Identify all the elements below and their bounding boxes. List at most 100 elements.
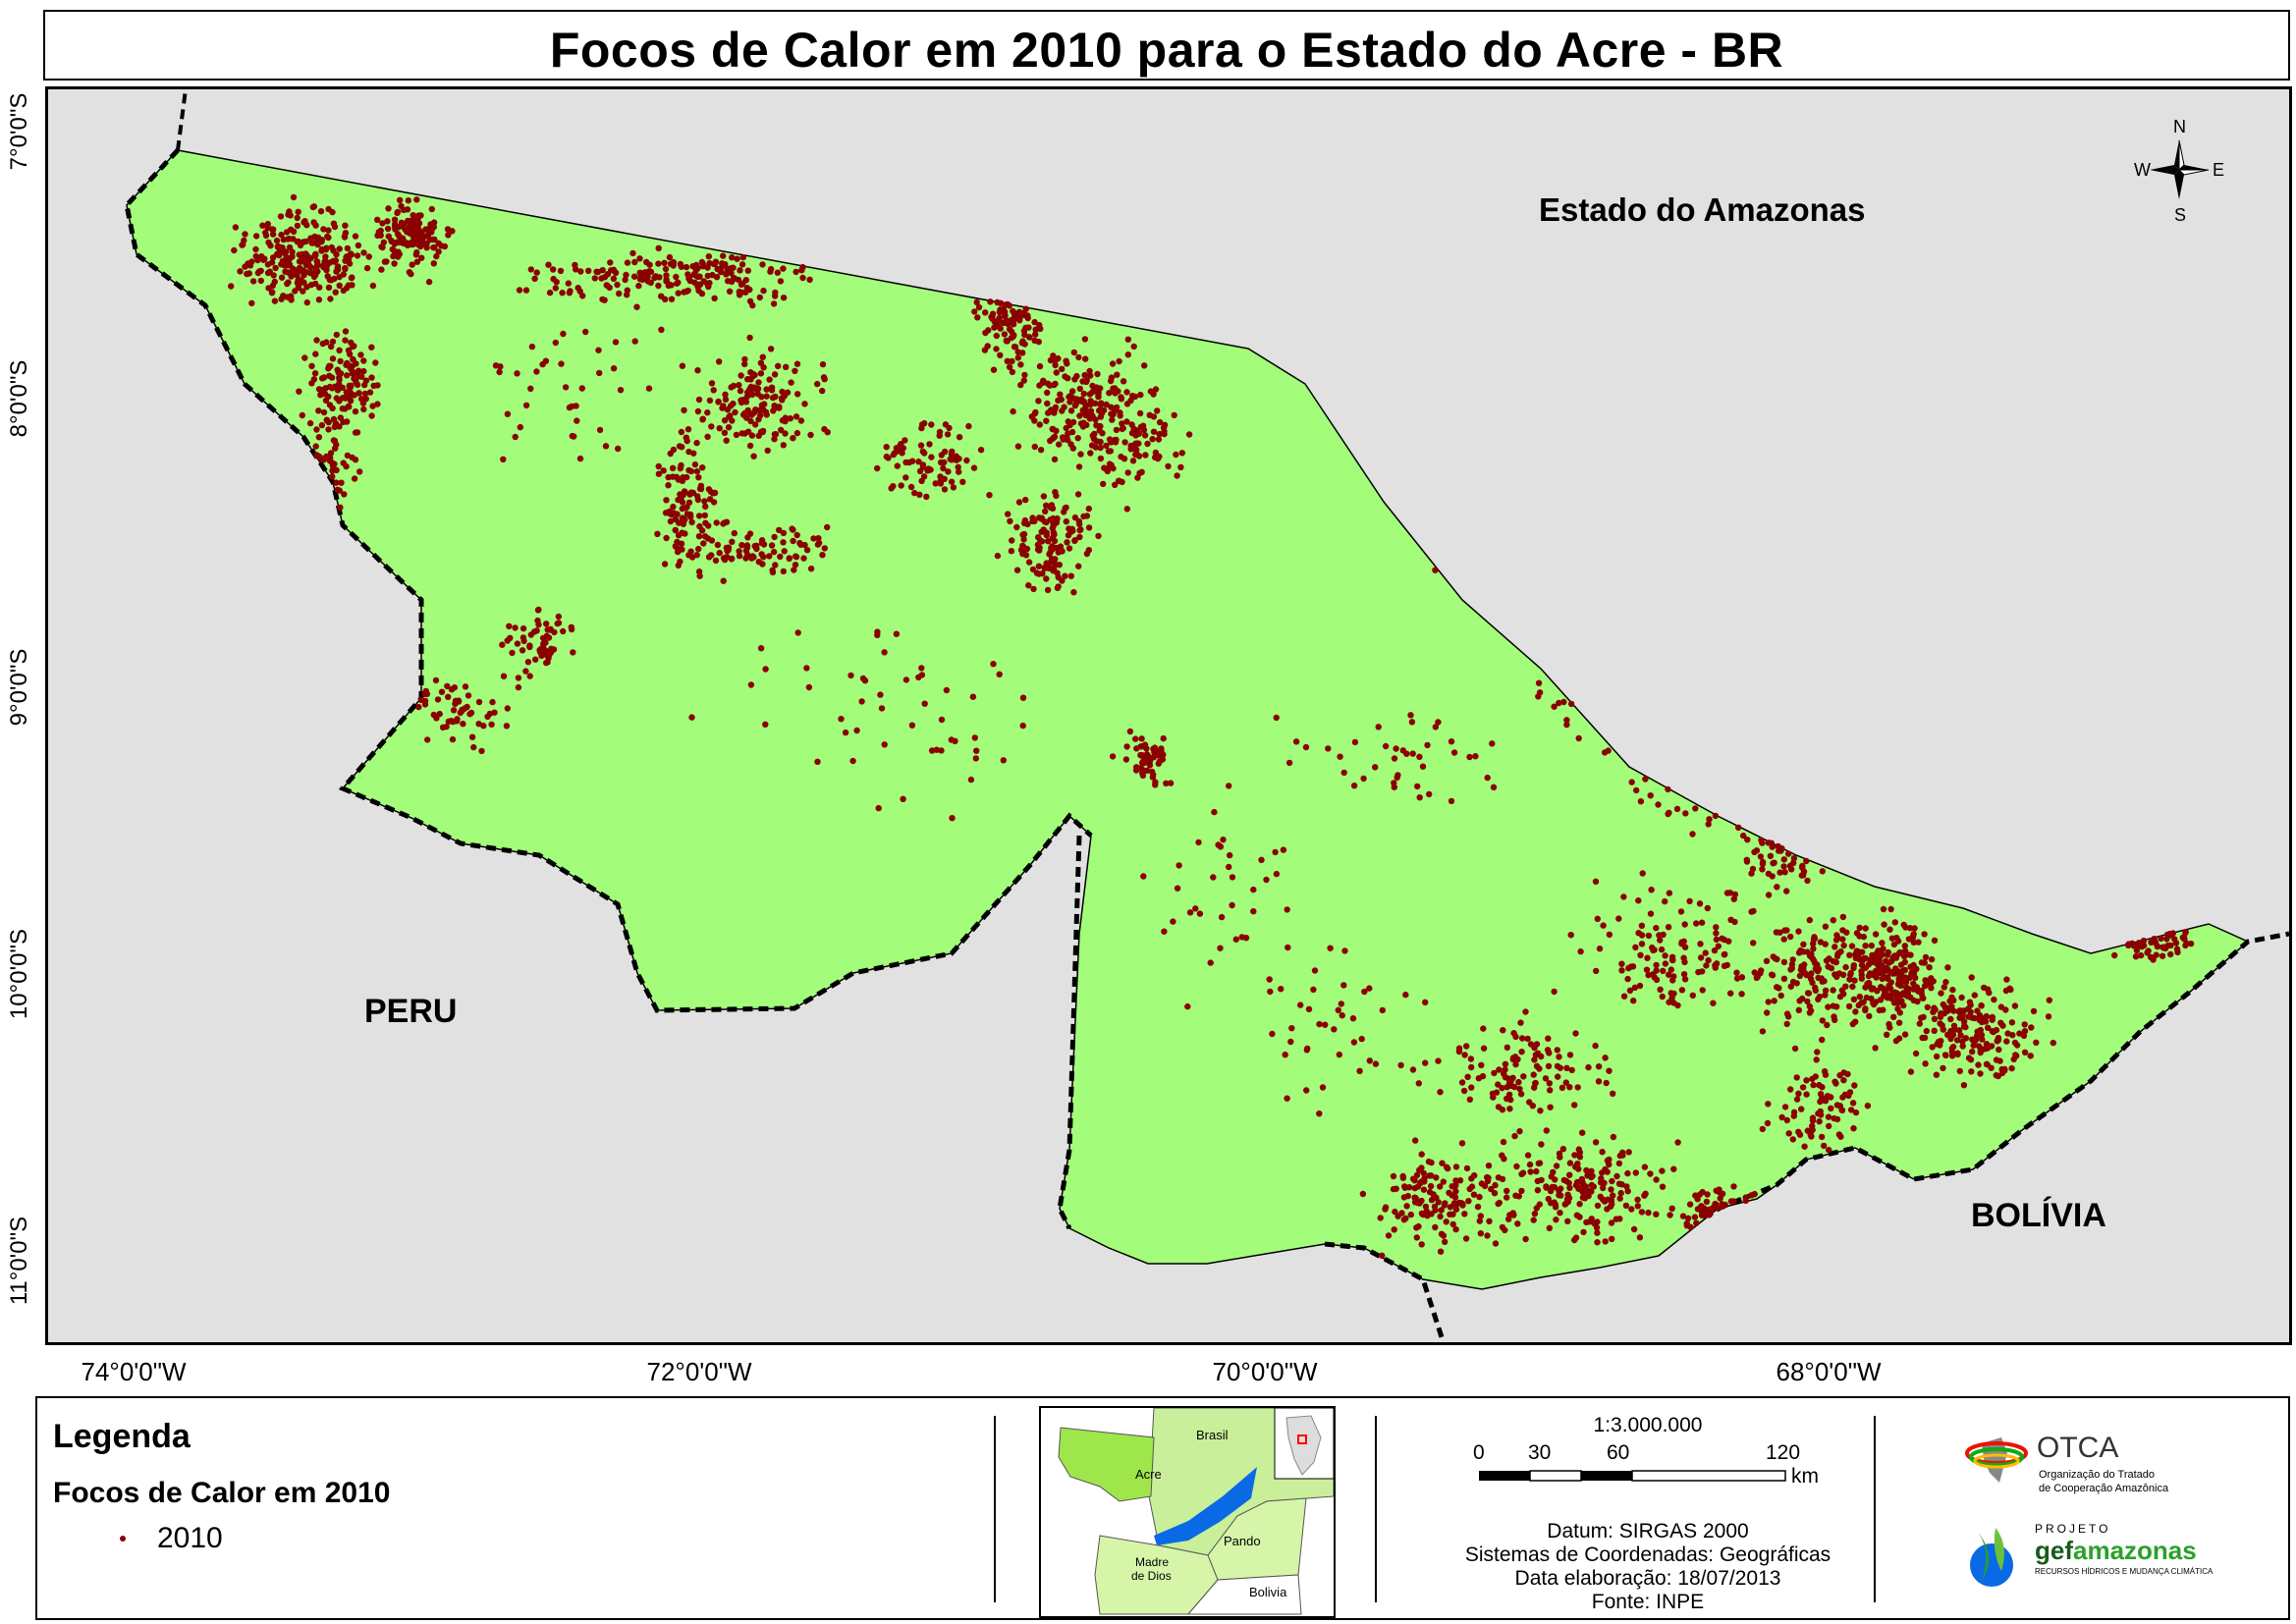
hotspot-point (1674, 1001, 1681, 1009)
hotspot-point (1123, 401, 1131, 407)
hotspot-point (1824, 1021, 1831, 1029)
hotspot-point (1021, 331, 1028, 339)
hotspot-point (994, 298, 1001, 306)
hotspot-point (1798, 963, 1805, 970)
hotspot-point (1957, 1032, 1964, 1039)
hotspot-point (759, 353, 766, 360)
hotspot-point (1055, 583, 1062, 590)
hotspot-point (480, 723, 487, 730)
hotspot-point (311, 251, 319, 258)
hotspot-point (1137, 391, 1144, 399)
map-canvas[interactable] (48, 89, 2289, 1342)
hotspot-point (352, 407, 359, 415)
hotspot-point (326, 362, 333, 369)
hotspot-point (542, 639, 549, 646)
hotspot-point (1769, 971, 1776, 978)
inset-bolivia-region (1186, 1574, 1302, 1615)
hotspot-point (728, 269, 735, 277)
hotspot-point (1009, 357, 1015, 365)
hotspot-point (1408, 719, 1416, 726)
hotspot-point (1128, 429, 1136, 437)
hotspot-point (1582, 1183, 1590, 1190)
hotspot-point (1622, 1202, 1630, 1210)
hotspot-point (1055, 354, 1062, 362)
hotspot-point (747, 417, 754, 425)
hotspot-point (1129, 458, 1137, 464)
hotspot-point (995, 317, 1002, 324)
hotspot-point (1063, 518, 1070, 525)
hotspot-point (1432, 1223, 1439, 1231)
hotspot-point (1524, 1035, 1531, 1043)
hotspot-point (1562, 1201, 1569, 1208)
hotspot-point (685, 499, 693, 506)
hotspot-point (312, 443, 319, 450)
hotspot-point (1781, 869, 1788, 876)
hotspot-point (1520, 1073, 1527, 1080)
hotspot-point (319, 456, 326, 463)
hotspot-point (1839, 1094, 1846, 1101)
hotspot-point (1560, 698, 1567, 706)
hotspot-point (1876, 1006, 1884, 1014)
hotspot-point (368, 374, 375, 381)
hotspot-point (1215, 841, 1222, 848)
hotspot-point (1484, 774, 1491, 782)
hotspot-point (1420, 1169, 1428, 1177)
hotspot-point (1379, 1252, 1386, 1260)
hotspot-point (1250, 886, 1257, 893)
hotspot-point (1750, 907, 1757, 915)
hotspot-point (1592, 1042, 1599, 1050)
hotspot-point (1634, 1196, 1641, 1204)
hotspot-point (1080, 390, 1088, 398)
hotspot-point (1844, 1070, 1851, 1078)
hotspot-point (824, 523, 831, 531)
hotspot-point (1144, 440, 1151, 448)
hotspot-point (1719, 935, 1725, 942)
hotspot-point (1056, 441, 1063, 448)
hotspot-point (252, 233, 260, 240)
hotspot-point (2159, 952, 2166, 959)
hotspot-point (1438, 1207, 1445, 1214)
hotspot-point (1045, 538, 1052, 545)
hotspot-point (633, 303, 640, 310)
hotspot-point (705, 283, 712, 291)
hotspot-point (918, 672, 926, 678)
hotspot-point (1000, 757, 1007, 764)
hotspot-point (1470, 1191, 1478, 1198)
divider-2 (1375, 1416, 1377, 1602)
hotspot-point (777, 278, 785, 285)
hotspot-point (1335, 1006, 1342, 1013)
hotspot-point (300, 239, 307, 245)
hotspot-point (1043, 417, 1050, 424)
hotspot-point (267, 243, 274, 249)
label-amazonas: Estado do Amazonas (1539, 191, 1866, 228)
hotspot-point (1665, 924, 1672, 931)
hotspot-point (1659, 993, 1667, 1001)
hotspot-point (1638, 922, 1646, 929)
hotspot-point (670, 262, 677, 269)
hotspot-point (1516, 1085, 1523, 1093)
hotspot-point (499, 641, 506, 648)
hotspot-point (1530, 1217, 1537, 1223)
hotspot-point (1717, 1195, 1723, 1202)
hotspot-point (1160, 734, 1167, 742)
hotspot-point (309, 203, 316, 211)
hotspot-point (1258, 856, 1265, 863)
hotspot-point (667, 450, 674, 458)
hotspot-point (1358, 1035, 1365, 1043)
hotspot-point (1052, 380, 1059, 388)
hotspot-point (729, 555, 736, 563)
hotspot-point (1097, 422, 1104, 430)
hotspot-point (736, 382, 742, 389)
map-frame[interactable]: Estado do Amazonas PERU BOLÍVIA N S W E (45, 86, 2292, 1345)
hotspot-point (1409, 750, 1416, 757)
hotspot-point (760, 554, 767, 561)
hotspot-point (1968, 1068, 1975, 1075)
hotspot-point (571, 433, 577, 440)
hotspot-point (1141, 362, 1148, 369)
hotspot-point (787, 415, 793, 422)
hotspot-point (746, 334, 753, 342)
hotspot-point (1588, 1167, 1595, 1175)
hotspot-point (1232, 936, 1240, 943)
hotspot-point (801, 401, 808, 407)
hotspot-point (1066, 545, 1073, 552)
